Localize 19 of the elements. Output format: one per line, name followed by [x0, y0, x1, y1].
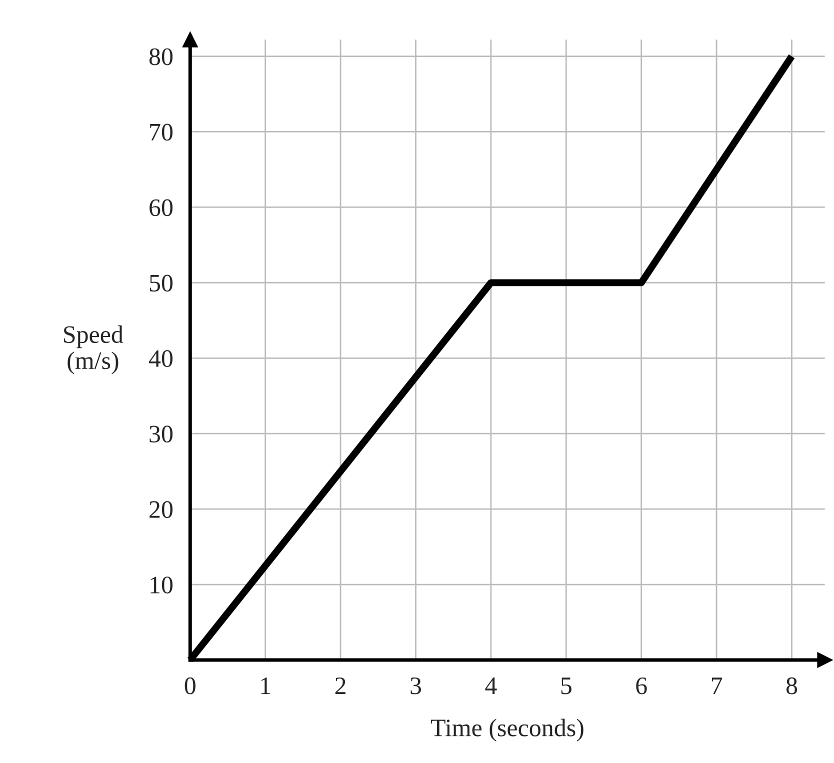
y-tick-label: 80 [149, 48, 173, 66]
x-tick-label: 2 [335, 677, 346, 694]
y-axis-title: Speed (m/s) [64, 325, 124, 374]
x-tick-label: 3 [410, 677, 422, 694]
y-tick-label: 30 [150, 426, 173, 443]
y-tick-label: 20 [150, 501, 173, 518]
x-tick-label: 0 [184, 677, 196, 694]
x-axis-title: Time (seconds) [430, 718, 584, 742]
y-tick-label: 60 [150, 199, 173, 216]
x-tick-label: 5 [561, 678, 572, 694]
x-tick-label: 8 [786, 677, 798, 694]
y-tick-label: 70 [150, 124, 173, 141]
x-tick-label: 7 [712, 678, 722, 694]
y-tick-label: 10 [150, 576, 173, 594]
y-tick-label: 40 [148, 350, 173, 368]
x-tick-label: 4 [485, 678, 497, 694]
y-tick-label: 50 [150, 274, 173, 292]
x-tick-label: 6 [636, 677, 647, 694]
x-tick-label: 1 [261, 678, 270, 694]
